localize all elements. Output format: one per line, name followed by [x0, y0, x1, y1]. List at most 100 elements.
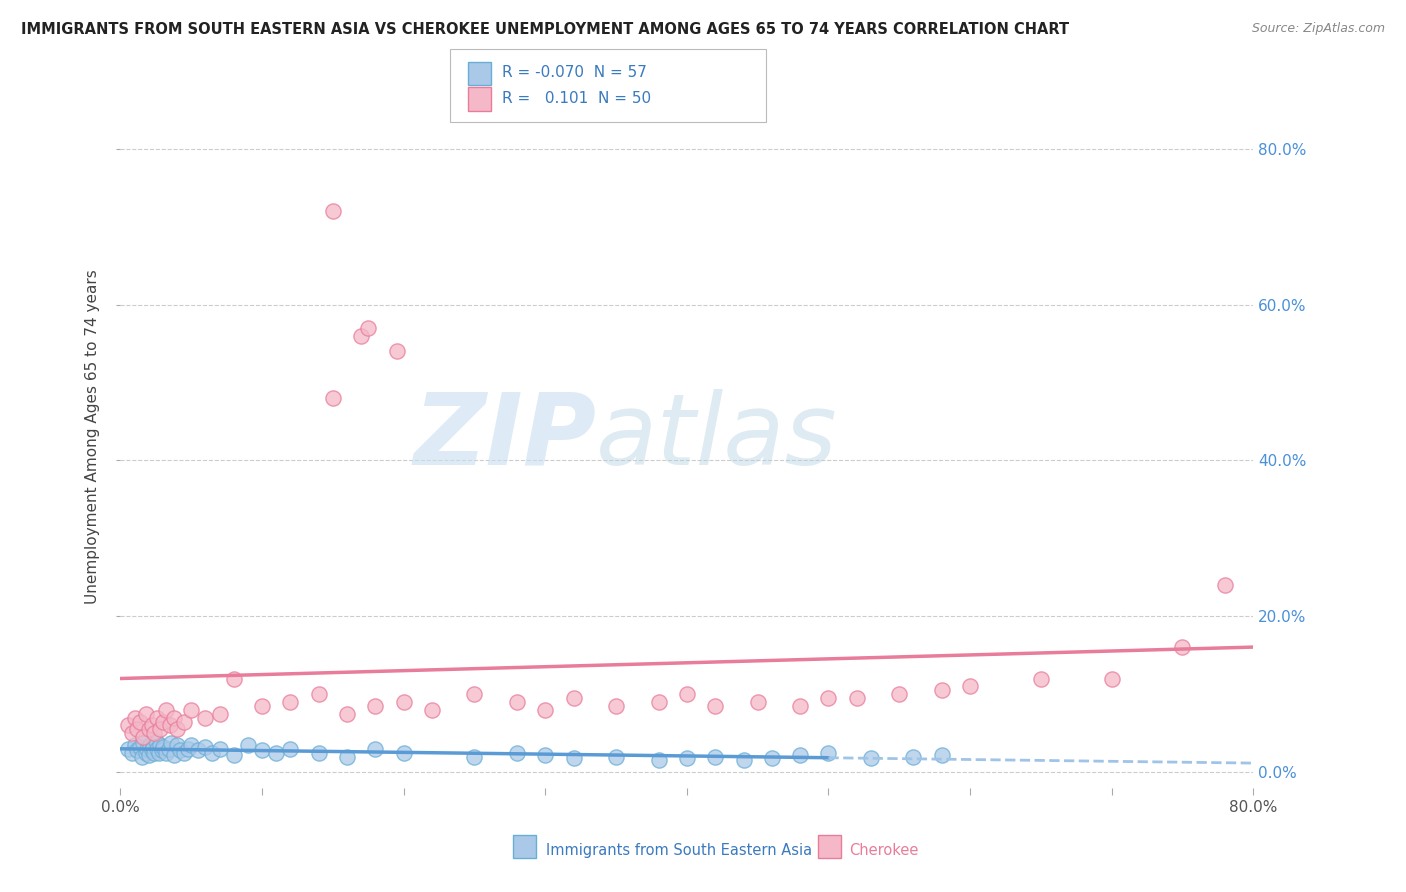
Point [136, 741, 159, 756]
Point [121, 726, 143, 740]
Point [392, 695, 415, 709]
Point [308, 687, 330, 701]
Point [141, 718, 163, 732]
Point [142, 740, 165, 755]
Point [605, 749, 627, 764]
Point [676, 751, 699, 765]
Point [789, 747, 811, 762]
Point [357, 321, 380, 335]
Point [132, 735, 155, 749]
Point [704, 749, 727, 764]
Point [152, 740, 174, 755]
Point [280, 695, 302, 709]
Text: Immigrants from South Eastern Asia: Immigrants from South Eastern Asia [546, 843, 811, 857]
Point [157, 741, 180, 756]
Text: ZIP: ZIP [413, 389, 596, 485]
Point [194, 711, 217, 725]
Point [127, 743, 149, 757]
Point [135, 706, 157, 721]
Point [392, 746, 415, 760]
Point [647, 695, 669, 709]
Point [124, 711, 146, 725]
Point [1101, 672, 1123, 686]
Point [1213, 578, 1236, 592]
Point [747, 695, 769, 709]
Point [676, 687, 699, 701]
Point [385, 344, 408, 359]
Text: Source: ZipAtlas.com: Source: ZipAtlas.com [1251, 22, 1385, 36]
Point [159, 718, 181, 732]
Point [817, 691, 839, 706]
Point [562, 751, 585, 765]
Point [845, 691, 868, 706]
Point [336, 706, 359, 721]
Point [236, 738, 259, 752]
Text: IMMIGRANTS FROM SOUTH EASTERN ASIA VS CHEROKEE UNEMPLOYMENT AMONG AGES 65 TO 74 : IMMIGRANTS FROM SOUTH EASTERN ASIA VS CH… [21, 22, 1069, 37]
Point [506, 746, 529, 760]
Point [463, 749, 485, 764]
Point [931, 683, 953, 698]
Point [131, 749, 153, 764]
Point [959, 680, 981, 694]
Point [180, 738, 202, 752]
Point [139, 738, 162, 752]
Point [931, 747, 953, 762]
Point [463, 687, 485, 701]
Point [704, 698, 727, 713]
Y-axis label: Unemployment Among Ages 65 to 74 years: Unemployment Among Ages 65 to 74 years [86, 269, 100, 605]
Point [124, 738, 146, 752]
Point [733, 754, 755, 768]
Point [250, 698, 273, 713]
Text: atlas: atlas [596, 389, 838, 485]
Point [169, 743, 191, 757]
Point [903, 749, 925, 764]
Point [145, 734, 167, 748]
Point [138, 723, 160, 737]
Point [132, 730, 155, 744]
Point [250, 743, 273, 757]
Point [138, 747, 160, 762]
Point [336, 749, 359, 764]
Point [350, 328, 373, 343]
Point [129, 740, 152, 755]
Point [889, 687, 911, 701]
Point [121, 746, 143, 760]
Point [180, 703, 202, 717]
Point [152, 714, 174, 729]
Point [280, 741, 302, 756]
Point [322, 204, 344, 219]
Point [127, 723, 149, 737]
Point [117, 718, 139, 732]
Point [149, 738, 172, 752]
Point [135, 746, 157, 760]
Point [129, 714, 152, 729]
Text: Cherokee: Cherokee [849, 843, 918, 857]
Point [647, 754, 669, 768]
Point [364, 698, 387, 713]
Point [534, 747, 557, 762]
Point [859, 751, 882, 765]
Text: R = -0.070  N = 57: R = -0.070 N = 57 [502, 65, 647, 79]
Point [222, 747, 245, 762]
Point [146, 711, 169, 725]
Point [143, 746, 166, 760]
Point [160, 735, 183, 749]
Point [166, 723, 188, 737]
Point [163, 747, 186, 762]
Point [166, 738, 188, 752]
Point [420, 703, 443, 717]
Point [201, 746, 224, 760]
Point [364, 741, 387, 756]
Text: R =   0.101  N = 50: R = 0.101 N = 50 [502, 91, 651, 105]
Point [187, 743, 209, 757]
Point [562, 691, 585, 706]
Point [1171, 640, 1194, 655]
Point [308, 746, 330, 760]
Point [117, 741, 139, 756]
Point [141, 743, 163, 757]
Point [1029, 672, 1052, 686]
Point [761, 751, 783, 765]
Point [506, 695, 529, 709]
Point [149, 723, 172, 737]
Point [208, 706, 231, 721]
